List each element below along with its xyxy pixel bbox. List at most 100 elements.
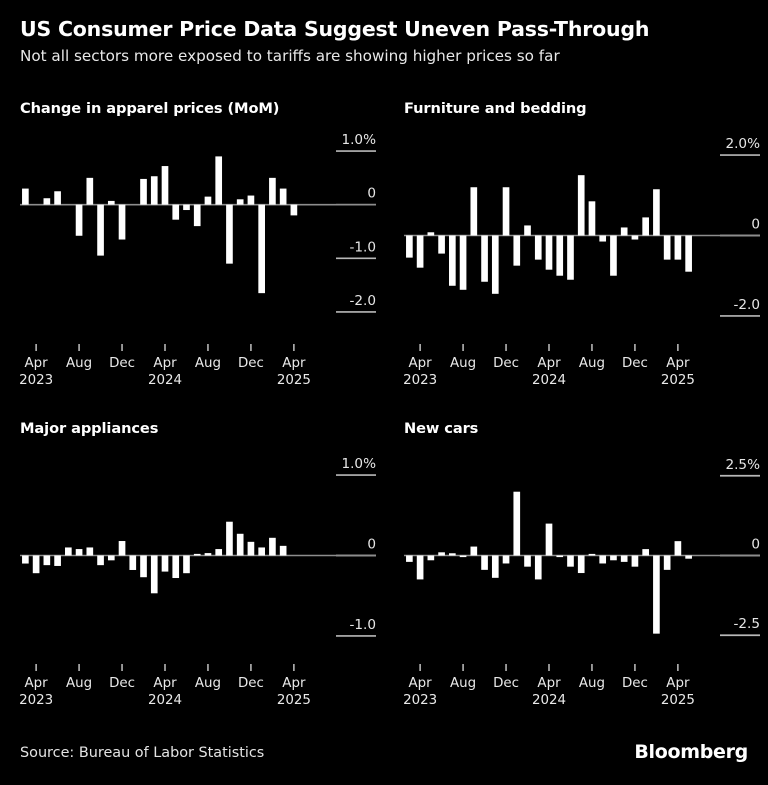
x-axis-year-label: 2025 (661, 373, 695, 388)
bar (107, 200, 115, 205)
bar (491, 555, 499, 578)
bar-chart-svg: 2.5% 0 -2.5 Apr 2023 Aug Dec Apr 2024 Aug Dec Apr 20… (403, 457, 760, 708)
bar (406, 235, 413, 258)
bar (567, 555, 574, 567)
bar-chart-svg: 2.0% 0 -2.0 Apr 2023 Aug Dec Apr 2024 Aug Dec Apr 20… (403, 136, 760, 388)
bar (269, 537, 276, 556)
bar (470, 546, 478, 556)
bar (86, 177, 94, 205)
bar (22, 555, 29, 564)
bar (556, 235, 564, 276)
bar (491, 235, 499, 294)
source-note: Source: Bureau of Labor Statistics (20, 745, 265, 761)
bar (204, 196, 212, 205)
bar (204, 553, 212, 556)
bar (481, 235, 488, 282)
bar (674, 235, 682, 260)
panel-title: New cars (404, 420, 479, 437)
bar (588, 553, 596, 556)
bar (183, 555, 190, 574)
bar (631, 235, 639, 240)
plot-major-appliances: 1.0% 0 -1.0 Apr 2023 Aug Dec Apr 2024 Aug Dec Apr 20… (19, 456, 384, 725)
bar (524, 555, 531, 567)
bar (449, 553, 456, 556)
y-axis-label: 0 (751, 537, 760, 553)
bar (674, 541, 682, 556)
x-axis-year-label: 2023 (19, 693, 53, 708)
y-axis-label: -1.0 (349, 239, 376, 255)
bar (279, 188, 287, 205)
x-axis-label: Aug (579, 676, 605, 691)
bar (118, 541, 126, 556)
x-axis-year-label: 2024 (532, 373, 566, 388)
x-axis-label: Apr (153, 676, 177, 691)
x-axis-label: Apr (409, 676, 433, 691)
page-subtitle: Not all sectors more exposed to tariffs … (20, 46, 560, 65)
bar (269, 177, 276, 205)
x-axis-year-label: 2023 (403, 693, 437, 708)
chart-grid: Change in apparel prices (MoM) 1.0% 0 -1.0… (0, 92, 768, 712)
bar (545, 235, 553, 270)
x-axis-label: Dec (622, 356, 648, 371)
bar (524, 225, 531, 236)
bar (236, 533, 244, 556)
x-axis-label: Aug (579, 356, 605, 371)
y-axis-label: -2.5 (733, 616, 760, 632)
bar (459, 555, 467, 558)
y-axis-label: -1.0 (349, 617, 376, 633)
bar (588, 201, 596, 236)
bar (663, 235, 671, 260)
bar (290, 204, 298, 216)
bloomberg-logo: Bloomberg (634, 741, 748, 763)
x-axis-label: Dec (109, 676, 135, 691)
bar (610, 555, 617, 561)
y-axis-label: -2.0 (733, 297, 760, 313)
bar (513, 235, 521, 266)
bar (502, 187, 510, 236)
bar (279, 545, 287, 556)
bar (438, 235, 445, 254)
panel-title: Major appliances (20, 420, 159, 437)
x-axis-label: Dec (493, 676, 519, 691)
bar (140, 178, 147, 205)
bar (86, 547, 94, 556)
x-axis-label: Apr (282, 676, 306, 691)
y-axis-label: 0 (367, 186, 376, 202)
y-axis-label: 2.0% (725, 136, 760, 152)
bar (236, 199, 244, 205)
bar (653, 555, 660, 634)
bar (481, 555, 488, 570)
x-axis-year-label: 2024 (532, 693, 566, 708)
bar-chart-svg: 1.0% 0 -1.0 -2.0 Apr 2023 Aug Dec Apr 2024 Aug Dec A… (19, 132, 376, 388)
x-axis-label: Aug (450, 356, 476, 371)
bar (534, 555, 542, 580)
bar (65, 547, 72, 556)
bar (620, 555, 628, 562)
bar (247, 195, 255, 205)
bar (32, 555, 40, 574)
bar (97, 555, 104, 566)
bar (577, 555, 585, 574)
bar (513, 491, 521, 556)
x-axis-label: Dec (238, 676, 264, 691)
bar (470, 187, 478, 236)
bar (172, 204, 180, 220)
panel-title: Change in apparel prices (MoM) (20, 100, 280, 117)
bar (22, 188, 29, 205)
x-axis-label: Aug (450, 676, 476, 691)
bar (685, 555, 692, 559)
bar (610, 235, 617, 276)
bar (556, 555, 564, 558)
bar (534, 235, 542, 260)
x-axis-label: Apr (153, 356, 177, 371)
bar (631, 555, 639, 567)
bar (129, 555, 137, 570)
x-axis-year-label: 2023 (19, 373, 53, 388)
panel-title: Furniture and bedding (404, 100, 587, 117)
bar (599, 235, 607, 242)
y-axis-label: 1.0% (341, 132, 376, 148)
bar (416, 235, 424, 268)
bar (150, 555, 158, 594)
panel-furniture: Furniture and bedding 2.0% 0 -2.0 Apr 2023 Au… (384, 92, 768, 412)
bar (416, 555, 424, 580)
